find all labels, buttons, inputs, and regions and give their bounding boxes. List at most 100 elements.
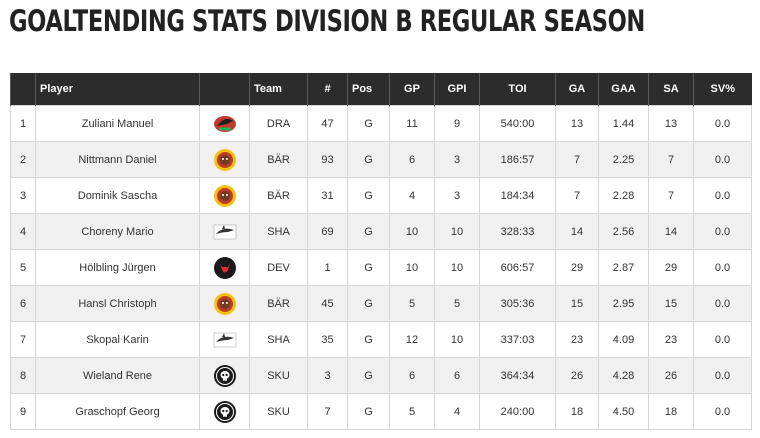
team-code[interactable]: DEV — [249, 249, 308, 286]
team-logo-cell — [199, 249, 250, 286]
player-name[interactable]: Hansl Christoph — [35, 285, 200, 322]
col-header-svp[interactable]: SV% — [693, 73, 752, 106]
team-code[interactable]: BÄR — [249, 177, 308, 214]
team-code[interactable]: SKU — [249, 357, 308, 394]
rank-cell: 3 — [10, 177, 36, 214]
goals-against-average: 2.87 — [598, 249, 649, 286]
shots-against: 18 — [648, 393, 694, 430]
goals-against-average: 4.09 — [598, 321, 649, 358]
position: G — [347, 141, 390, 178]
position: G — [347, 105, 390, 142]
jersey-number: 93 — [307, 141, 348, 178]
team-code[interactable]: BÄR — [249, 285, 308, 322]
rank-cell: 4 — [10, 213, 36, 250]
player-name[interactable]: Choreny Mario — [35, 213, 200, 250]
col-header-gaa[interactable]: GAA — [598, 73, 649, 106]
shots-against: 14 — [648, 213, 694, 250]
save-percentage: 0.0 — [693, 213, 752, 250]
time-on-ice: 240:00 — [479, 393, 556, 430]
games-played: 5 — [389, 393, 435, 430]
team-code[interactable]: SHA — [249, 321, 308, 358]
goals-against: 7 — [555, 141, 599, 178]
sharks-logo-icon — [213, 224, 236, 239]
goals-against: 23 — [555, 321, 599, 358]
col-header-ga[interactable]: GA — [555, 73, 599, 106]
rank-cell: 2 — [10, 141, 36, 178]
col-header-toi[interactable]: TOI — [479, 73, 556, 106]
team-code[interactable]: DRA — [249, 105, 308, 142]
table-row: 5 Hölbling Jürgen DEV 1 G 10 10 606:57 2… — [10, 249, 752, 286]
shots-against: 26 — [648, 357, 694, 394]
col-header-gpi[interactable]: GPI — [434, 73, 480, 106]
games-played: 12 — [389, 321, 435, 358]
rank-cell: 8 — [10, 357, 36, 394]
player-name[interactable]: Dominik Sascha — [35, 177, 200, 214]
shots-against: 13 — [648, 105, 694, 142]
goals-against: 18 — [555, 393, 599, 430]
col-header-sa[interactable]: SA — [648, 73, 694, 106]
rank-cell: 6 — [10, 285, 36, 322]
team-code[interactable]: BÄR — [249, 141, 308, 178]
rank-cell: 5 — [10, 249, 36, 286]
sharks-logo-icon — [213, 332, 236, 347]
player-name[interactable]: Graschopf Georg — [35, 393, 200, 430]
col-header-player[interactable]: Player — [35, 73, 200, 106]
games-played: 10 — [389, 249, 435, 286]
games-played-in: 5 — [434, 285, 480, 322]
games-played-in: 10 — [434, 321, 480, 358]
save-percentage: 0.0 — [693, 141, 752, 178]
player-name[interactable]: Skopal Karin — [35, 321, 200, 358]
goals-against-average: 2.28 — [598, 177, 649, 214]
player-name[interactable]: Hölbling Jürgen — [35, 249, 200, 286]
team-logo-cell — [199, 357, 250, 394]
shots-against: 7 — [648, 177, 694, 214]
rank-cell: 9 — [10, 393, 36, 430]
goaltending-stats-table: Player Team # Pos GP GPI TOI GA GAA SA S… — [10, 73, 752, 430]
time-on-ice: 305:36 — [479, 285, 556, 322]
table-row: 3 Dominik Sascha BÄR 31 G 4 3 184:34 7 2… — [10, 177, 752, 214]
table-row: 2 Nittmann Daniel BÄR 93 G 6 3 186:57 7 … — [10, 141, 752, 178]
games-played: 4 — [389, 177, 435, 214]
time-on-ice: 364:34 — [479, 357, 556, 394]
team-code[interactable]: SHA — [249, 213, 308, 250]
team-code[interactable]: SKU — [249, 393, 308, 430]
save-percentage: 0.0 — [693, 177, 752, 214]
time-on-ice: 186:57 — [479, 141, 556, 178]
col-header-gp[interactable]: GP — [389, 73, 435, 106]
col-header-number[interactable]: # — [307, 73, 348, 106]
player-name[interactable]: Nittmann Daniel — [35, 141, 200, 178]
time-on-ice: 540:00 — [479, 105, 556, 142]
position: G — [347, 321, 390, 358]
bears-logo-icon — [213, 184, 236, 207]
games-played: 11 — [389, 105, 435, 142]
team-logo-cell — [199, 393, 250, 430]
shots-against: 15 — [648, 285, 694, 322]
position: G — [347, 357, 390, 394]
save-percentage: 0.0 — [693, 249, 752, 286]
jersey-number: 1 — [307, 249, 348, 286]
col-header-team[interactable]: Team — [249, 73, 308, 106]
position: G — [347, 213, 390, 250]
skulls-logo-icon — [213, 364, 236, 387]
col-header-rank[interactable] — [10, 73, 36, 106]
goals-against: 14 — [555, 213, 599, 250]
player-name[interactable]: Wieland Rene — [35, 357, 200, 394]
table-row: 7 Skopal Karin SHA 35 G 12 10 337:03 23 … — [10, 321, 752, 358]
shots-against: 7 — [648, 141, 694, 178]
games-played-in: 10 — [434, 213, 480, 250]
save-percentage: 0.0 — [693, 321, 752, 358]
games-played: 6 — [389, 357, 435, 394]
col-header-pos[interactable]: Pos — [347, 73, 390, 106]
games-played-in: 9 — [434, 105, 480, 142]
time-on-ice: 606:57 — [479, 249, 556, 286]
player-name[interactable]: Zuliani Manuel — [35, 105, 200, 142]
skulls-logo-icon — [213, 400, 236, 423]
games-played-in: 10 — [434, 249, 480, 286]
bears-logo-icon — [213, 148, 236, 171]
games-played: 6 — [389, 141, 435, 178]
games-played-in: 4 — [434, 393, 480, 430]
goals-against-average: 1.44 — [598, 105, 649, 142]
shots-against: 29 — [648, 249, 694, 286]
save-percentage: 0.0 — [693, 393, 752, 430]
goals-against: 13 — [555, 105, 599, 142]
